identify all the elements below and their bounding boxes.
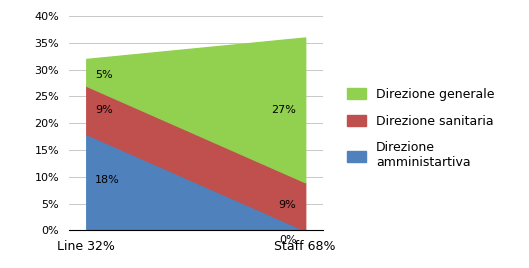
Text: 9%: 9% xyxy=(279,200,296,210)
Text: 18%: 18% xyxy=(95,174,120,185)
Text: 0%: 0% xyxy=(279,235,296,245)
Text: 9%: 9% xyxy=(95,105,113,115)
Legend: Direzione generale, Direzione sanitaria, Direzione
amministartiva: Direzione generale, Direzione sanitaria,… xyxy=(342,83,499,174)
Text: 5%: 5% xyxy=(95,70,113,80)
Text: 27%: 27% xyxy=(271,105,296,115)
